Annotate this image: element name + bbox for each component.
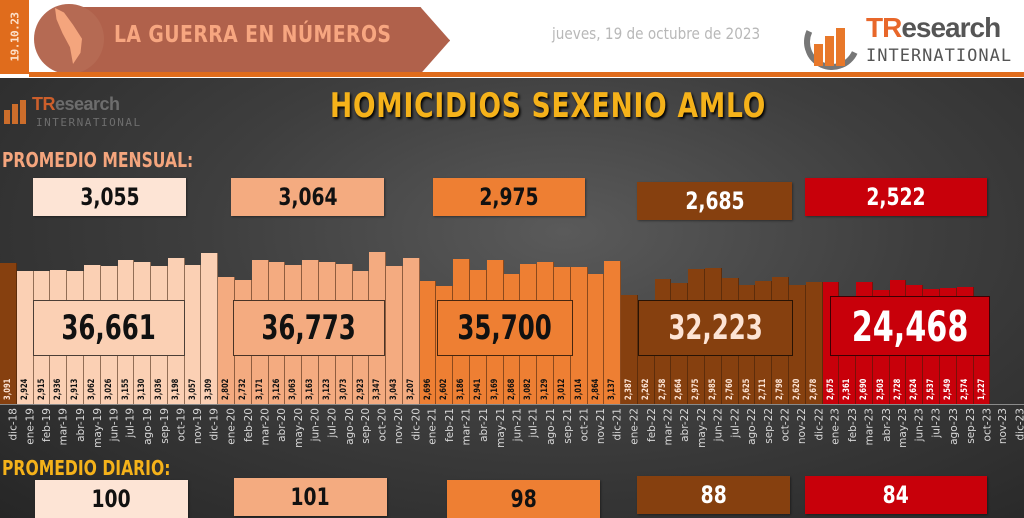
year-total-box: 36,661: [33, 300, 185, 356]
watermark-logo: TResearch INTERNATIONAL: [2, 92, 142, 132]
monthly-average-box: 3,055: [33, 178, 186, 216]
date-strip-text: 19.10.23: [8, 12, 21, 62]
monthly-average-box: 2,522: [805, 178, 987, 216]
year-total-box: 36,773: [233, 300, 385, 356]
daily-average-box: 88: [637, 476, 790, 514]
date-text: jueves, 19 de octubre de 2023: [552, 24, 761, 43]
chart-bar: 3,309: [201, 253, 218, 404]
header: 19.10.23 LA GUERRA EN NÚMEROS jueves, 19…: [0, 0, 1024, 78]
chart-bar: 2,696: [420, 281, 436, 404]
watermark-subtitle: INTERNATIONAL: [36, 116, 142, 129]
page-title: HOMICIDIOS SEXENIO AMLO: [330, 86, 767, 126]
chart-bar: 3,091: [0, 263, 17, 404]
chart-bar: 3,137: [604, 261, 621, 404]
daily-average-box: 100: [35, 480, 188, 518]
chart-bar: 3,014: [571, 267, 588, 404]
watermark-brand: TResearch: [32, 94, 120, 114]
chart-bar: 1,227: [974, 348, 990, 404]
chart-bar: 3,207: [403, 258, 420, 404]
year-total-box: 24,468: [830, 296, 990, 356]
banner-ribbon: [80, 7, 450, 74]
year-total-box: 32,223: [638, 300, 793, 356]
chart-bar: 2,387: [621, 295, 638, 404]
header-divider: [29, 72, 1024, 77]
monthly-average-label: PROMEDIO MENSUAL:: [2, 148, 194, 172]
monthly-average-box: 2,685: [637, 182, 792, 220]
date-strip: 19.10.23: [0, 0, 29, 74]
monthly-average-box: 2,975: [433, 178, 585, 216]
daily-average-box: 98: [447, 480, 600, 518]
chart-bar: 3,057: [185, 265, 201, 404]
banner: LA GUERRA EN NÚMEROS: [34, 4, 450, 74]
monthly-average-box: 3,064: [231, 178, 384, 216]
daily-average-label: PROMEDIO DIARIO:: [2, 456, 171, 480]
daily-average-box: 84: [805, 476, 987, 514]
chart-bar: 2,678: [806, 282, 823, 404]
chart-bar: 2,924: [17, 271, 34, 404]
chart-bar: 2,620: [789, 285, 806, 404]
chart-bar: 3,043: [386, 266, 403, 404]
banner-title: LA GUERRA EN NÚMEROS: [114, 22, 392, 48]
daily-average-box: 101: [234, 478, 387, 516]
logo-brand: TResearch: [866, 12, 1001, 43]
chart-bar: 2,864: [588, 274, 604, 404]
logo: TResearch INTERNATIONAL: [796, 6, 1022, 78]
logo-subtitle: INTERNATIONAL: [866, 46, 1013, 66]
year-total-box: 35,700: [437, 300, 573, 356]
chart-panel: 3,091 dic-18 2,924 ene-19 2,915 feb-19 2,936 ma…: [0, 78, 1024, 518]
bar-chart: 3,091 dic-18 2,924 ene-19 2,915 feb-19 2,936 ma…: [0, 78, 1024, 518]
x-axis-line: [0, 404, 1024, 405]
